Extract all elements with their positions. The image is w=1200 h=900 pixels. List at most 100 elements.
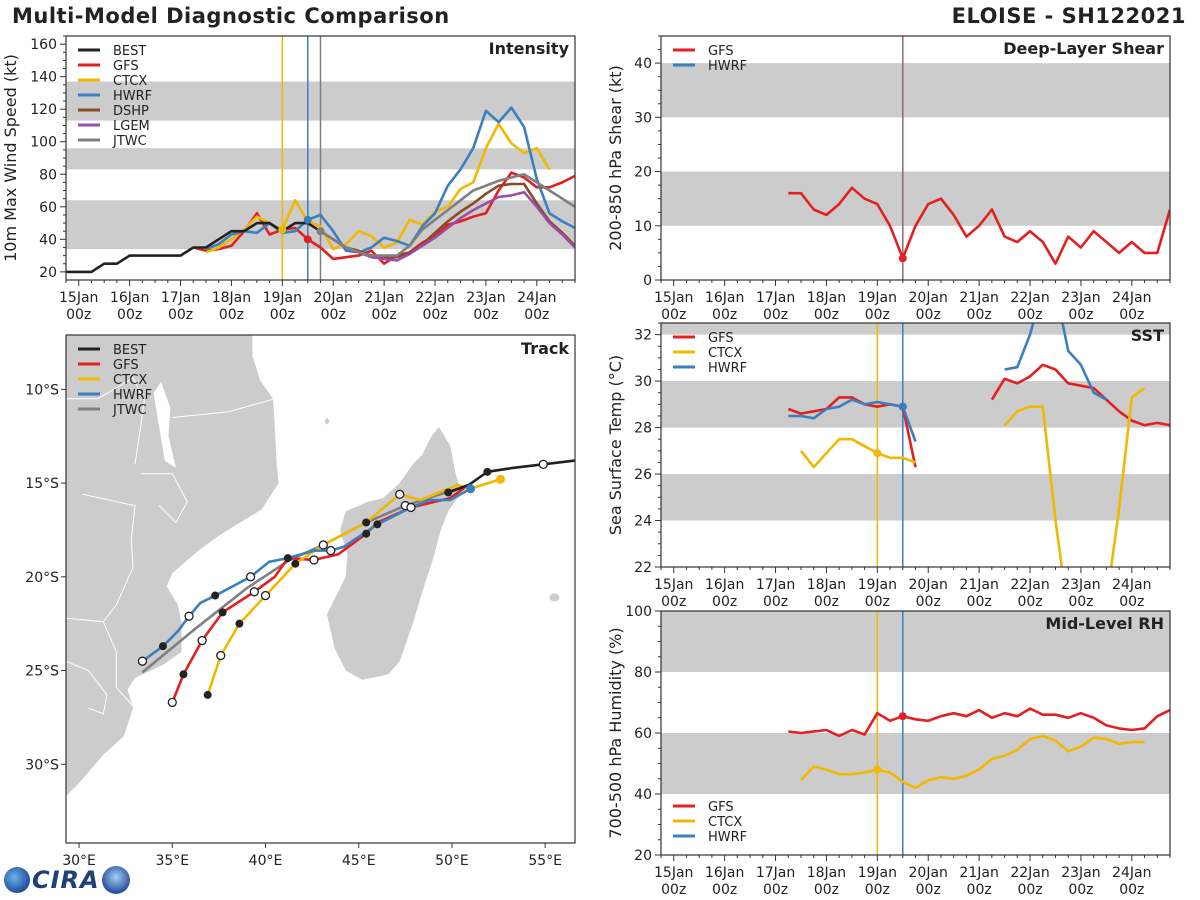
legend-item-hwrf: HWRF	[673, 830, 747, 845]
x-tick-label-date: 17Jan	[161, 290, 200, 306]
legend-item-hwrf: HWRF	[673, 361, 747, 376]
x-tick-label-date: 24Jan	[517, 290, 556, 306]
series-line-gfs	[990, 363, 1170, 427]
x-tick-label-date: 20Jan	[909, 865, 948, 881]
y-tick-label: 40	[634, 56, 652, 72]
x-tick-label-hour: 00z	[916, 882, 941, 898]
track-marker-ctcx	[235, 619, 244, 628]
legend-item-gfs: GFS	[78, 59, 139, 74]
x-tick-label-hour: 00z	[967, 882, 992, 898]
lat-tick-label: 10°S	[25, 382, 59, 398]
x-tick-label-date: 16Jan	[705, 577, 744, 593]
x-tick-label-date: 18Jan	[212, 290, 251, 306]
y-tick-label: 32	[634, 328, 652, 344]
x-tick-label-hour: 00z	[916, 307, 941, 323]
panel-title: Track	[521, 339, 569, 358]
track-marker-ctcx	[203, 690, 212, 699]
x-tick-label-hour: 00z	[1068, 882, 1093, 898]
track-marker-best	[538, 459, 548, 469]
legend-label: BEST	[113, 44, 146, 59]
legend-item-dshp: DSHP	[78, 104, 149, 119]
y-tick-label: 140	[30, 70, 57, 86]
y-tick-label: 60	[634, 726, 652, 742]
country-border	[140, 473, 188, 524]
x-tick-label-hour: 00z	[422, 307, 447, 323]
deep-layer-shear-panel: 01020304015Jan00z16Jan00z17Jan00z18Jan00…	[606, 35, 1171, 323]
series-line-hwrf	[205, 106, 575, 254]
x-tick-label-date: 21Jan	[364, 290, 403, 306]
track-marker-hwrf	[466, 484, 476, 494]
y-tick-label: 28	[634, 421, 652, 437]
legend-item-gfs: GFS	[673, 800, 734, 815]
x-tick-label-date: 15Jan	[654, 577, 693, 593]
storm-id: ELOISE - SH122021	[951, 4, 1186, 28]
x-tick-label-date: 21Jan	[959, 865, 998, 881]
lon-tick-label: 35°E	[155, 853, 189, 869]
x-tick-label-date: 16Jan	[705, 290, 744, 306]
panel-title: Deep-Layer Shear	[1003, 39, 1164, 58]
x-tick-label-date: 15Jan	[654, 290, 693, 306]
track-marker-gfs	[362, 529, 371, 538]
y-tick-label: 40	[634, 787, 652, 803]
series-line-ctcx	[1003, 387, 1146, 567]
page-title: Multi-Model Diagnostic Comparison	[12, 4, 450, 28]
track-marker-jtwc	[318, 540, 328, 550]
lake-malawi	[153, 381, 176, 469]
y-axis-label: 200-850 hPa Shear (kt)	[606, 65, 625, 251]
x-tick-label-hour: 00z	[1068, 594, 1093, 610]
x-tick-label-hour: 00z	[814, 882, 839, 898]
country-border	[66, 617, 104, 623]
legend-label: LGEM	[113, 119, 150, 134]
x-tick-label-hour: 00z	[661, 594, 686, 610]
x-tick-label-hour: 00z	[270, 307, 295, 323]
x-tick-label-date: 23Jan	[466, 290, 505, 306]
x-tick-label-hour: 00z	[321, 307, 346, 323]
legend-item-jtwc: JTWC	[78, 403, 147, 418]
legend-label: JTWC	[112, 134, 147, 149]
x-tick-label-hour: 00z	[763, 307, 788, 323]
lon-tick-label: 40°E	[249, 853, 283, 869]
threshold-band	[661, 474, 1170, 521]
x-tick-label-date: 15Jan	[654, 865, 693, 881]
legend-item-gfs: GFS	[673, 44, 734, 59]
legend-item-gfs: GFS	[673, 331, 734, 346]
x-tick-label-hour: 00z	[814, 594, 839, 610]
legend-label: CTCX	[113, 373, 147, 388]
legend-label: HWRF	[113, 89, 152, 104]
series-line-hwrf	[1004, 323, 1108, 401]
x-tick-label-date: 18Jan	[807, 290, 846, 306]
threshold-band	[661, 733, 1170, 794]
plot-area	[661, 36, 1170, 280]
legend-label: GFS	[113, 358, 139, 373]
track-panel: 30°E 35°E 40°E 45°E 50°E 55°E 10°S 15°S 20°S 25°S…	[25, 334, 576, 869]
x-tick-label-hour: 00z	[967, 307, 992, 323]
legend-label: BEST	[113, 343, 146, 358]
y-tick-label: 24	[634, 514, 652, 530]
y-tick-label: 80	[634, 665, 652, 681]
x-tick-label-date: 17Jan	[756, 865, 795, 881]
madagascar-landmass	[327, 426, 462, 680]
series-line-best	[66, 221, 322, 274]
satellite-globe-icon	[101, 866, 130, 894]
x-tick-label-date: 18Jan	[807, 577, 846, 593]
threshold-band	[661, 611, 1170, 672]
x-tick-label-hour: 00z	[712, 882, 737, 898]
track-line-best	[447, 459, 575, 494]
track-marker-jtwc	[362, 518, 371, 527]
legend-label: GFS	[708, 331, 734, 346]
legend-item-hwrf: HWRF	[673, 59, 747, 74]
marker-gfs	[303, 235, 312, 244]
legend-item-gfs: GFS	[78, 358, 139, 373]
cira-logo: CIRA	[4, 866, 130, 894]
x-tick-label-date: 16Jan	[110, 290, 149, 306]
x-tick-label-hour: 00z	[1017, 307, 1042, 323]
series-line-gfs	[788, 707, 1170, 738]
y-tick-label: 20	[39, 265, 57, 281]
track-marker-ctcx	[291, 559, 300, 568]
x-tick-label-hour: 00z	[1119, 307, 1144, 323]
y-axis-label: 700-500 hPa Humidity (%)	[606, 627, 625, 838]
legend-item-lgem: LGEM	[78, 119, 150, 134]
track-marker-hwrf	[184, 611, 194, 621]
y-tick-label: 22	[634, 560, 652, 576]
